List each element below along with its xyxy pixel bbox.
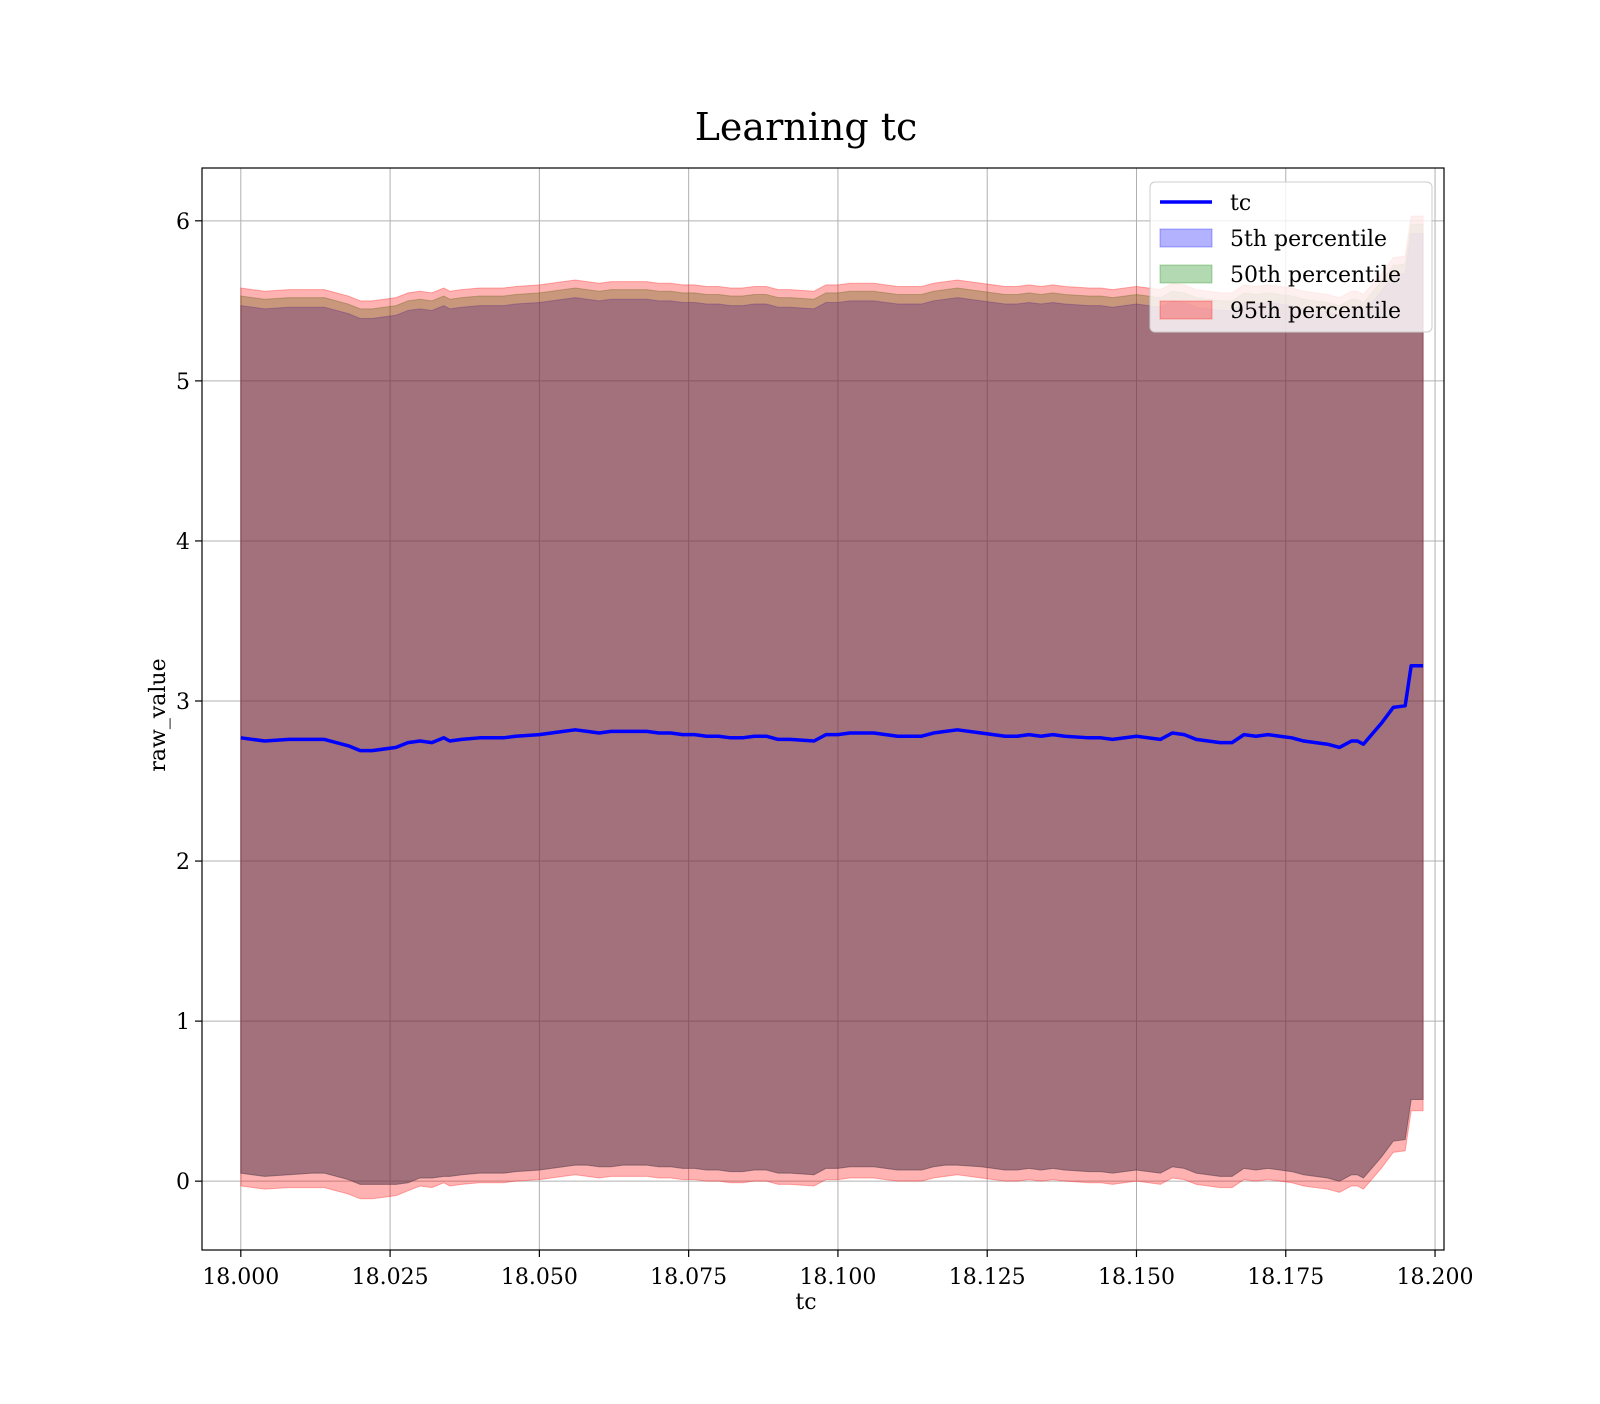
x-tick-label: 18.200 (1397, 1265, 1474, 1290)
x-tick-label: 18.025 (352, 1265, 429, 1290)
y-tick-label: 4 (176, 530, 190, 555)
x-axis-label: tc (795, 1290, 816, 1315)
legend-box (1149, 181, 1433, 333)
x-tick-label: 18.100 (799, 1265, 876, 1290)
legend-label: tc (1230, 191, 1251, 216)
y-tick-label: 5 (176, 370, 190, 395)
legend-label: 95th percentile (1230, 299, 1401, 324)
y-tick-label: 3 (176, 690, 190, 715)
x-tick-label: 18.125 (949, 1265, 1026, 1290)
y-tick-label: 6 (176, 210, 190, 235)
y-tick-label: 1 (176, 1010, 190, 1035)
legend-label: 50th percentile (1230, 263, 1401, 288)
x-tick-label: 18.175 (1247, 1265, 1324, 1290)
y-axis-label: raw_value (146, 658, 171, 771)
legend-swatch-50th-percentile (1159, 264, 1213, 284)
x-tick-label: 18.075 (650, 1265, 727, 1290)
band-5th-percentile (240, 233, 1424, 1185)
y-tick-label: 0 (176, 1170, 190, 1195)
plot-frame (201, 167, 1445, 1251)
legend-swatch-95th-percentile (1159, 300, 1213, 320)
band-50th-percentile (240, 223, 1424, 1185)
legend-swatch-5th-percentile (1159, 228, 1213, 248)
legend: tc 5th percentile 50th percentile 95th perc… (1149, 181, 1433, 333)
x-tick-label: 18.150 (1098, 1265, 1175, 1290)
chart-title: Learning tc (695, 105, 918, 149)
series-line-tc (240, 664, 1424, 753)
x-tick-label: 18.000 (202, 1265, 279, 1290)
y-tick-label: 2 (176, 850, 190, 875)
x-tick-label: 18.050 (501, 1265, 578, 1290)
band-95th-percentile (240, 215, 1424, 1200)
plot-area: 18.000 18.025 18.050 18.075 18.100 18.125 18.1… (176, 167, 1474, 1290)
legend-label: 5th percentile (1230, 227, 1387, 252)
